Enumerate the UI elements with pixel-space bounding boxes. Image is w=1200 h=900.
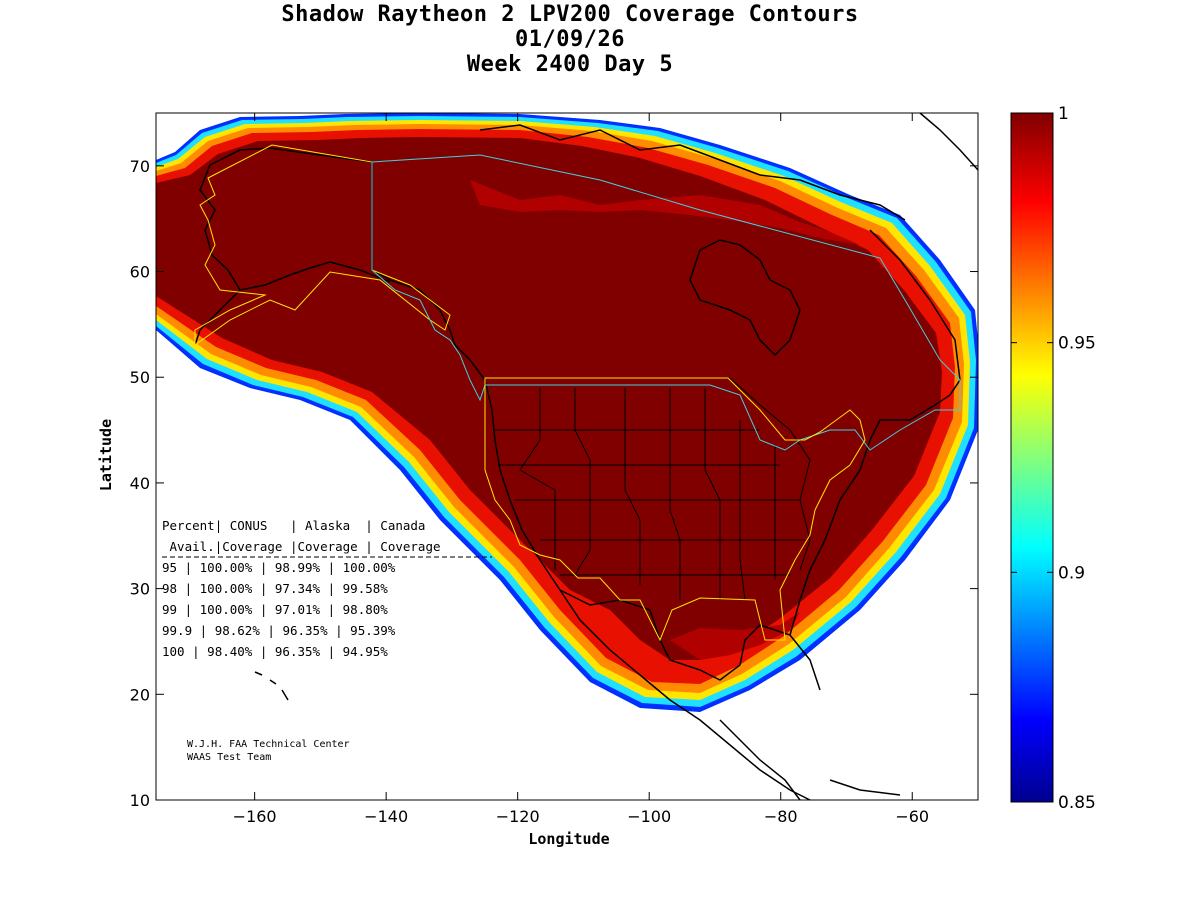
table-cell: 98.62% [215,623,261,638]
table-cell: 97.01% [275,602,321,617]
credit-line2: WAAS Test Team [187,752,271,763]
table-cell: 96.35% [275,644,321,659]
table-cell: 100.00% [200,602,253,617]
colorbar-tick-label: 0.85 [1058,793,1096,813]
colorbar-tick-label: 0.9 [1058,563,1085,583]
contour-patch-red-north [470,180,860,245]
y-tick-label: 50 [130,368,150,387]
chart-title-line2: 01/09/26 [515,27,625,52]
hdr-cov-canada: Coverage [380,539,440,554]
coastline-hawaii [254,671,289,701]
y-axis-ticks: 10 20 30 40 50 60 70 [130,157,978,810]
chart-title-line3: Week 2400 Day 5 [466,52,674,77]
table-cell: 95 [162,560,185,575]
table-cell: 100 [162,644,192,659]
y-tick-label: 20 [130,685,150,704]
x-tick-label: −80 [764,807,798,826]
y-tick-label: 40 [130,474,150,493]
coastline-hudson [689,239,801,357]
coastline-arctic [479,124,906,221]
table-cell: 100.00% [200,560,253,575]
x-tick-label: −140 [364,807,408,826]
y-tick-label: 30 [130,580,150,599]
x-axis-ticks: −160 −140 −120 −100 −80 −60 [233,113,929,826]
x-tick-label: −60 [895,807,929,826]
colorbar-ticks: 0.85 0.9 0.95 1 [1011,104,1096,813]
table-cell: 95.39% [350,623,396,638]
table-header-row1: Percent| CONUS | Alaska | Canada [162,518,425,533]
boundary-alaska [194,144,451,346]
contour-patch-red-south [670,612,800,660]
coastlines [194,112,979,801]
plot-frame [155,112,979,801]
hdr-alaska: Alaska [305,518,350,533]
service-boundaries [194,144,961,642]
table-cell: 99 [162,602,185,617]
coverage-contours [156,113,978,712]
table-cell: 98 [162,581,185,596]
table-cell: 98.99% [275,560,321,575]
hdr-avail: Avail. [170,539,215,554]
table-header-row2: Avail.|Coverage |Coverage | Coverage [162,539,441,554]
hdr-canada: Canada [380,518,425,533]
coastline-gulf [559,589,821,691]
colorbar-tick-label: 0.95 [1058,334,1096,354]
x-tick-label: −160 [233,807,277,826]
boundary-conus [484,377,866,642]
table-cell: 100.00% [200,581,253,596]
table-cell: 94.95% [343,644,389,659]
chart-title-line1: Shadow Raytheon 2 LPV200 Coverage Contou… [281,2,859,27]
colorbar-gradient [1010,112,1054,803]
y-tick-label: 10 [130,791,150,810]
table-row: 99 | 100.00% | 97.01% | 98.80% [162,602,388,617]
colorbar: 0.85 0.9 0.95 1 [1010,104,1096,813]
table-row: 95 | 100.00% | 98.99% | 100.00% [162,560,396,575]
coastline-greenland [919,112,979,171]
state-borders [485,377,811,601]
colorbar-tick-label: 1 [1058,104,1069,124]
table-cell: 100.00% [343,560,396,575]
hdr-conus: CONUS [230,518,268,533]
credit-line1: W.J.H. FAA Technical Center [187,739,350,750]
boundary-canada [371,154,961,451]
hdr-cov-conus: Coverage [222,539,282,554]
table-cell: 99.9 [162,623,200,638]
coastline-central-america [719,719,901,801]
coverage-table: Percent| CONUS | Alaska | Canada Avail.|… [162,518,492,659]
x-tick-label: −100 [627,807,671,826]
table-cell: 96.35% [282,623,328,638]
x-tick-label: −120 [496,807,540,826]
coastline-alaska-south [239,261,391,291]
table-cell: 99.58% [343,581,389,596]
table-cell: 98.40% [207,644,253,659]
coastline-east [789,229,961,636]
y-tick-label: 70 [130,157,150,176]
table-cell: 98.80% [343,602,389,617]
y-axis-title: Latitude [97,419,115,491]
table-cell: 97.34% [275,581,321,596]
x-axis-title: Longitude [528,830,609,848]
hdr-percent: Percent [162,518,215,533]
table-row: 99.9 | 98.62% | 96.35% | 95.39% [162,623,396,638]
y-tick-label: 60 [130,263,150,282]
table-row: 100 | 98.40% | 96.35% | 94.95% [162,644,388,659]
table-row: 98 | 100.00% | 97.34% | 99.58% [162,581,388,596]
hdr-cov-alaska: Coverage [298,539,358,554]
table-rows: 95 | 100.00% | 98.99% | 100.00% 98 | 100… [162,560,396,659]
